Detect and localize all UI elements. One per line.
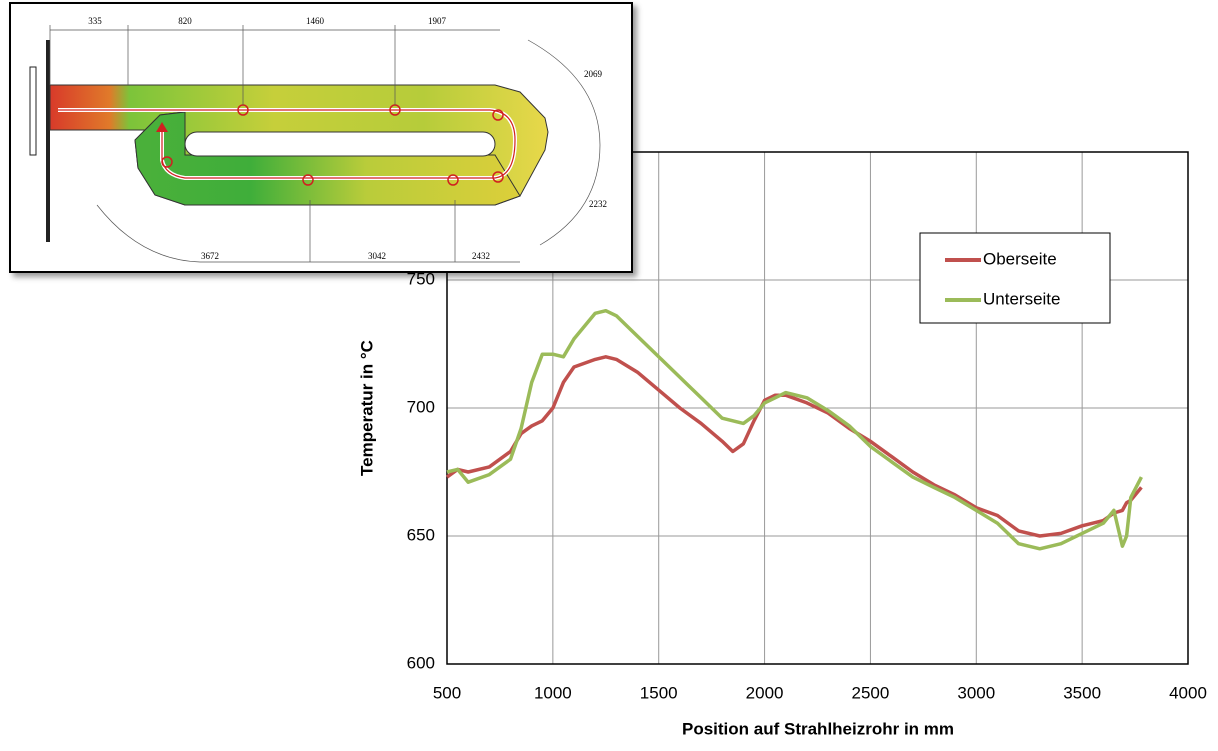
x-tick-label: 4000	[1169, 683, 1207, 702]
x-axis-title: Position auf Strahlheizrohr in mm	[682, 719, 954, 738]
line-series	[447, 311, 1141, 549]
y-tick-label: 600	[407, 653, 435, 672]
legend-label: Oberseite	[983, 249, 1057, 268]
dimension-label: 1460	[306, 16, 325, 26]
dimension-label: 3042	[368, 251, 386, 261]
dimension-label: 1907	[428, 16, 447, 26]
x-tick-label: 2500	[852, 683, 890, 702]
x-tick-label: 1000	[534, 683, 572, 702]
inset-diagram: 335 820 1460 1907 2069 2232 3672 3042 2432	[10, 3, 632, 272]
legend-box	[920, 233, 1110, 323]
y-axis-title: Temperatur in °C	[357, 340, 376, 476]
legend-label: Unterseite	[983, 289, 1060, 308]
pipe-gap	[185, 132, 495, 156]
y-tick-label: 700	[407, 397, 435, 416]
dimension-label: 3672	[201, 251, 219, 261]
dimension-label: 2432	[472, 251, 490, 261]
x-tick-label: 500	[433, 683, 461, 702]
flange	[30, 67, 36, 155]
dimension-label: 2069	[584, 69, 603, 79]
x-tick-label: 3000	[957, 683, 995, 702]
legend: Oberseite Unterseite	[920, 233, 1110, 323]
x-tick-label: 2000	[746, 683, 784, 702]
x-tick-label: 3500	[1063, 683, 1101, 702]
dimension-label: 2232	[589, 199, 607, 209]
chart: 500 1000 1500 2000 2500 3000 3500 4000 600 650 700…	[0, 0, 1218, 746]
dimension-label: 820	[178, 16, 192, 26]
line-series	[447, 357, 1141, 536]
dimension-label: 335	[88, 16, 102, 26]
x-tick-label: 1500	[640, 683, 678, 702]
y-tick-label: 650	[407, 525, 435, 544]
